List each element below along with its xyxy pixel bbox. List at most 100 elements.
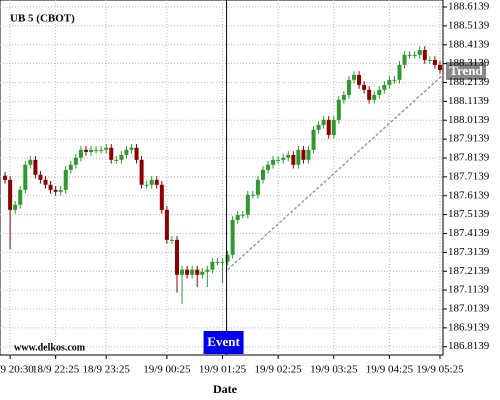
candle-body bbox=[367, 89, 372, 100]
y-tick-label: 186.9139 bbox=[448, 321, 490, 333]
candle-body bbox=[68, 164, 73, 170]
candle-body bbox=[8, 179, 13, 210]
y-tick-label: 188.0139 bbox=[448, 114, 490, 126]
candle-body bbox=[225, 254, 230, 262]
candle-body bbox=[134, 147, 139, 160]
candle-body bbox=[336, 99, 341, 120]
candle-body bbox=[377, 89, 382, 95]
candle-body bbox=[48, 184, 53, 190]
x-tick-label: 19/9 03:25 bbox=[310, 364, 358, 376]
candle-body bbox=[215, 261, 220, 263]
trend-box bbox=[446, 61, 486, 80]
y-tick-label: 187.5139 bbox=[448, 208, 490, 220]
candle-body bbox=[124, 149, 129, 155]
candle-body bbox=[144, 184, 149, 186]
candle-body bbox=[397, 64, 402, 80]
candle-body bbox=[78, 149, 83, 158]
candle-body bbox=[331, 119, 336, 135]
candle-body bbox=[18, 189, 23, 205]
candle-body bbox=[174, 239, 179, 275]
candle-body bbox=[245, 194, 250, 215]
candle-body bbox=[412, 54, 417, 56]
candle-body bbox=[417, 50, 422, 55]
candle-body bbox=[159, 184, 164, 210]
candle-body bbox=[276, 159, 281, 161]
candle-body bbox=[357, 74, 362, 85]
candle-body bbox=[427, 60, 432, 62]
candle-body bbox=[83, 149, 88, 152]
candle-body bbox=[99, 149, 104, 151]
candle-body bbox=[407, 54, 412, 56]
candle-body bbox=[104, 147, 109, 150]
y-tick-label: 187.0139 bbox=[448, 303, 490, 315]
candle-body bbox=[326, 119, 331, 135]
candle-body bbox=[291, 154, 296, 165]
y-tick-label: 188.5139 bbox=[448, 19, 490, 31]
candle-body bbox=[58, 189, 63, 192]
candle-body bbox=[402, 54, 407, 65]
x-tick-label: 19/9 00:25 bbox=[143, 364, 191, 376]
x-tick-label: 18/9 20:30 bbox=[0, 364, 34, 376]
event-box bbox=[203, 331, 244, 354]
event-label: Event bbox=[207, 334, 240, 349]
y-tick-label: 187.7139 bbox=[448, 170, 490, 182]
candle-body bbox=[119, 154, 124, 160]
candle-body bbox=[13, 204, 18, 210]
candle-body bbox=[255, 179, 260, 195]
candle-body bbox=[362, 84, 367, 90]
candle-body bbox=[23, 164, 28, 190]
candle-body bbox=[341, 94, 346, 100]
candle-body bbox=[73, 157, 78, 165]
candle-body bbox=[195, 269, 200, 275]
candle-body bbox=[43, 179, 48, 185]
plot-area bbox=[0, 0, 444, 356]
candle-body bbox=[94, 149, 99, 151]
candle-body bbox=[266, 164, 271, 170]
y-tick-label: 187.9139 bbox=[448, 133, 490, 145]
candle-body bbox=[38, 174, 43, 180]
candle-body bbox=[3, 175, 8, 180]
trend-line bbox=[227, 74, 444, 271]
candle-body bbox=[437, 64, 442, 71]
candle-body bbox=[149, 179, 154, 185]
x-tick-label: 18/9 23:25 bbox=[83, 364, 131, 376]
candle-body bbox=[346, 79, 351, 95]
candle-body bbox=[235, 214, 240, 220]
candle-body bbox=[351, 74, 356, 80]
y-tick-label: 187.4139 bbox=[448, 227, 490, 239]
candle-body bbox=[169, 239, 174, 241]
candle-body bbox=[281, 157, 286, 160]
candles bbox=[3, 46, 442, 305]
candle-body bbox=[387, 79, 392, 85]
candle-body bbox=[28, 159, 33, 165]
candle-body bbox=[271, 159, 276, 165]
candle-body bbox=[53, 189, 58, 192]
y-tick-label: 188.2139 bbox=[448, 76, 490, 88]
candle-body bbox=[220, 261, 225, 263]
candle-body bbox=[316, 124, 321, 130]
candle-body bbox=[139, 159, 144, 185]
y-tick-label: 187.8139 bbox=[448, 152, 490, 164]
candle-body bbox=[33, 159, 38, 175]
candle-body bbox=[321, 119, 326, 125]
candle-body bbox=[190, 269, 195, 275]
y-tick-label: 187.2139 bbox=[448, 265, 490, 277]
source: www.delkos.com bbox=[14, 342, 86, 353]
candle-body bbox=[230, 219, 235, 255]
trend-label: Trend bbox=[449, 63, 483, 78]
y-tick-label: 186.8139 bbox=[448, 340, 490, 352]
candle-body bbox=[372, 94, 377, 100]
candle-body bbox=[154, 179, 159, 185]
candle-body bbox=[422, 50, 427, 61]
y-tick-label: 187.1139 bbox=[448, 284, 489, 296]
annotations: Event Trend bbox=[203, 0, 486, 355]
candle-body bbox=[63, 169, 68, 190]
x-tick-label: 19/9 01:25 bbox=[199, 364, 247, 376]
candle-body bbox=[205, 269, 210, 272]
candle-body bbox=[114, 159, 119, 161]
chart-title: UB 5 (CBOT) bbox=[10, 13, 75, 25]
candle-body bbox=[306, 149, 311, 160]
y-tick-label: 188.6139 bbox=[448, 1, 490, 13]
y-tick-label: 187.6139 bbox=[448, 189, 490, 201]
